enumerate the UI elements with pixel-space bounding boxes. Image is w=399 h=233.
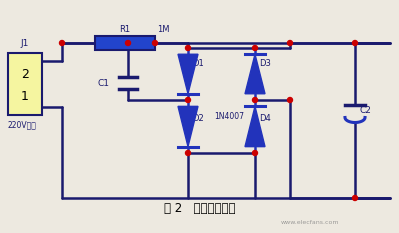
Text: 220V交流: 220V交流 [8, 120, 37, 129]
Circle shape [352, 195, 358, 201]
Text: 2: 2 [21, 68, 29, 80]
Text: 1: 1 [21, 89, 29, 103]
Circle shape [59, 41, 65, 45]
Text: D2: D2 [192, 114, 204, 123]
Circle shape [253, 45, 257, 51]
Circle shape [186, 97, 190, 103]
Polygon shape [245, 106, 265, 147]
Polygon shape [178, 106, 198, 147]
Circle shape [352, 41, 358, 45]
Text: 1M: 1M [157, 25, 170, 34]
Text: J1: J1 [21, 39, 29, 48]
Text: D3: D3 [259, 59, 271, 69]
Text: www.elecfans.com: www.elecfans.com [281, 220, 339, 225]
Text: C1: C1 [98, 79, 110, 88]
Circle shape [186, 151, 190, 155]
Circle shape [126, 41, 130, 45]
Circle shape [288, 41, 292, 45]
Polygon shape [178, 54, 198, 94]
Polygon shape [245, 54, 265, 94]
Text: 图 2   电容降压电路: 图 2 电容降压电路 [164, 202, 236, 215]
Circle shape [253, 97, 257, 103]
Text: 1N4007: 1N4007 [215, 112, 245, 121]
Text: R1: R1 [119, 25, 130, 34]
Circle shape [253, 151, 257, 155]
Text: C2: C2 [360, 106, 372, 115]
Circle shape [152, 41, 158, 45]
FancyBboxPatch shape [95, 36, 155, 50]
Text: D1: D1 [192, 59, 204, 69]
Circle shape [186, 45, 190, 51]
Circle shape [288, 97, 292, 103]
Text: D4: D4 [259, 114, 271, 123]
FancyBboxPatch shape [8, 53, 42, 115]
